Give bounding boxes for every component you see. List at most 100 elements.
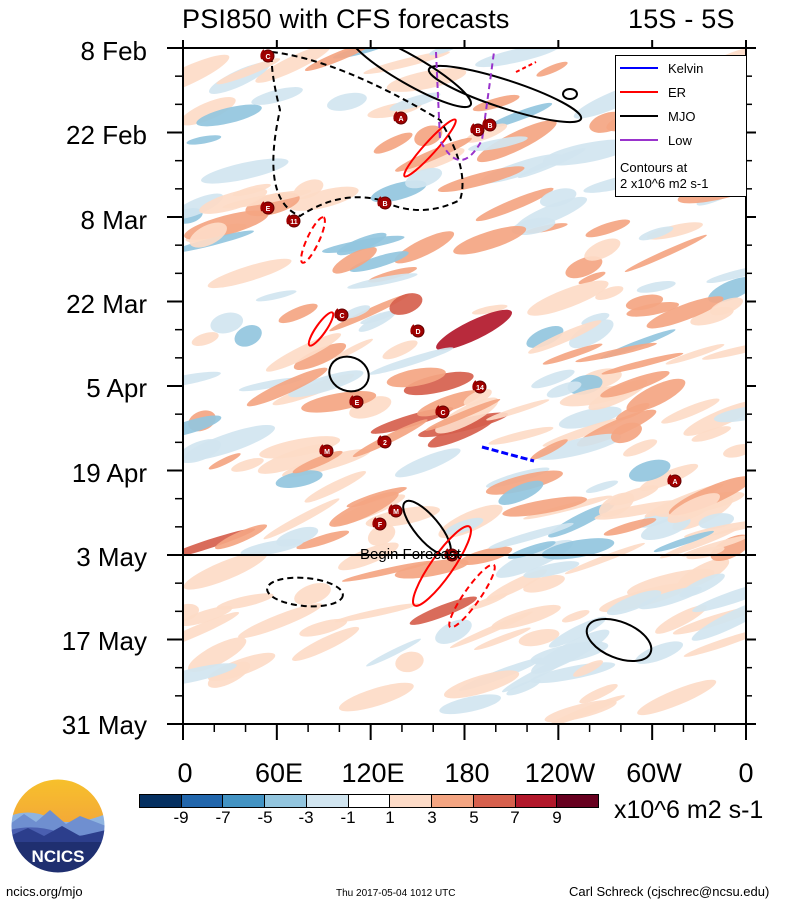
anomaly-patch xyxy=(394,231,455,264)
anomaly-patch xyxy=(436,309,513,351)
anomaly-patch xyxy=(625,294,664,311)
anomaly-patch xyxy=(234,325,262,347)
colorbar-swatch xyxy=(181,795,224,807)
storm-marker: F xyxy=(372,517,387,531)
storm-marker-label: A xyxy=(398,116,403,123)
region-label: 15S - 5S xyxy=(628,4,735,34)
anomaly-patch xyxy=(343,305,371,319)
storm-marker-arm xyxy=(435,405,440,416)
anomaly-patch xyxy=(573,660,604,677)
mjo-contour xyxy=(347,48,473,109)
anomaly-patch xyxy=(474,627,531,651)
colorbar-swatch xyxy=(390,795,433,807)
anomaly-patch xyxy=(655,604,707,634)
storm-marker-label: D xyxy=(415,329,420,336)
anomaly-patch xyxy=(369,347,454,375)
anomaly-patch xyxy=(453,225,527,255)
footer-author: Carl Schreck (cjschrec@ncsu.edu) xyxy=(569,884,770,899)
anomaly-patch xyxy=(710,297,744,316)
anomaly-patch xyxy=(216,593,274,610)
storm-marker: A xyxy=(667,474,682,488)
anomaly-patch xyxy=(332,246,377,274)
anomaly-patch xyxy=(275,470,323,488)
anomaly-patch xyxy=(183,97,236,126)
storm-marker-label: M xyxy=(393,509,399,516)
anomaly-patch xyxy=(288,370,364,398)
storm-marker: M xyxy=(388,504,403,518)
storm-marker-label: A xyxy=(672,479,677,486)
storm-marker-arm xyxy=(286,214,291,225)
anomaly-patch xyxy=(215,524,268,550)
anomaly-patch xyxy=(472,94,520,112)
anomaly-patch xyxy=(327,92,367,111)
x-tick-label: 120E xyxy=(341,758,405,788)
anomaly-patch xyxy=(713,405,746,423)
storm-marker: A xyxy=(393,111,408,125)
anomaly-patch xyxy=(347,273,418,289)
colorbar-label: 9 xyxy=(552,808,562,827)
mjo-contour xyxy=(427,64,583,124)
legend-label: MJO xyxy=(668,108,696,124)
legend-swatch xyxy=(620,139,658,141)
storm-marker: C xyxy=(260,49,275,63)
storm-marker-label: E xyxy=(266,206,271,213)
anomaly-patch xyxy=(405,167,443,189)
anomaly-patch xyxy=(216,58,281,85)
anomaly-patch xyxy=(382,340,418,360)
anomaly-patch xyxy=(386,367,446,388)
anomaly-patch xyxy=(427,415,496,448)
storm-marker-arm xyxy=(667,474,672,485)
colorbar-swatch xyxy=(223,795,266,807)
y-tick-label: 8 Mar xyxy=(80,205,147,235)
storm-marker: 14 xyxy=(472,380,487,394)
legend-label: Low xyxy=(668,132,692,148)
storm-marker: B xyxy=(482,118,497,132)
anomaly-patch xyxy=(191,332,219,347)
anomaly-patch xyxy=(299,618,348,637)
anomaly-patch xyxy=(530,439,568,460)
begin-forecast-label: Begin Forecast xyxy=(360,546,461,563)
storm-marker: C xyxy=(435,405,450,419)
mjo-contour xyxy=(585,618,653,662)
anomaly-patch xyxy=(475,48,561,68)
er-contour xyxy=(412,525,472,607)
anomaly-patch xyxy=(585,480,619,493)
anomaly-patch xyxy=(679,573,725,598)
anomaly-patch xyxy=(425,398,501,431)
x-tick-label: 180 xyxy=(444,758,490,788)
anomaly-patch xyxy=(506,679,541,696)
y-tick-label: 22 Feb xyxy=(66,120,147,150)
anomaly-patch xyxy=(338,682,414,712)
anomaly-patch xyxy=(259,436,341,459)
anomaly-patch xyxy=(471,304,508,315)
anomaly-patch xyxy=(367,524,396,546)
storm-marker-label: C xyxy=(339,313,344,320)
anomaly-patch xyxy=(517,148,586,179)
colorbar-label: 5 xyxy=(469,808,479,827)
anomaly-patch xyxy=(546,381,582,398)
storm-marker-label: 11 xyxy=(290,219,298,226)
anomaly-patch xyxy=(183,551,268,590)
chart-title: PSI850 with CFS forecasts xyxy=(182,4,510,34)
anomaly-patch xyxy=(485,470,563,495)
anomaly-patch xyxy=(201,158,289,184)
storm-marker-arm xyxy=(260,49,265,60)
anomaly-patch xyxy=(488,522,574,549)
anomaly-patch xyxy=(569,319,614,349)
legend-contour-note: Contours at 2 x10^6 m2 s-1 xyxy=(620,160,708,192)
anomaly-patch xyxy=(341,560,433,582)
colorbar-label: -3 xyxy=(298,808,314,827)
anomaly-patch xyxy=(536,61,568,77)
anomaly-patch xyxy=(238,603,323,639)
mjo-contour xyxy=(562,88,578,100)
legend-label: Kelvin xyxy=(668,60,704,76)
anomaly-patch xyxy=(417,389,482,417)
anomaly-patch xyxy=(437,166,525,193)
anomaly-patch xyxy=(488,426,554,445)
y-tick-label: 31 May xyxy=(61,710,147,740)
anomaly-patch xyxy=(263,498,340,540)
x-tick-label: 60W xyxy=(626,758,682,788)
anomaly-patch xyxy=(409,596,477,625)
y-tick-label: 3 May xyxy=(76,542,147,572)
